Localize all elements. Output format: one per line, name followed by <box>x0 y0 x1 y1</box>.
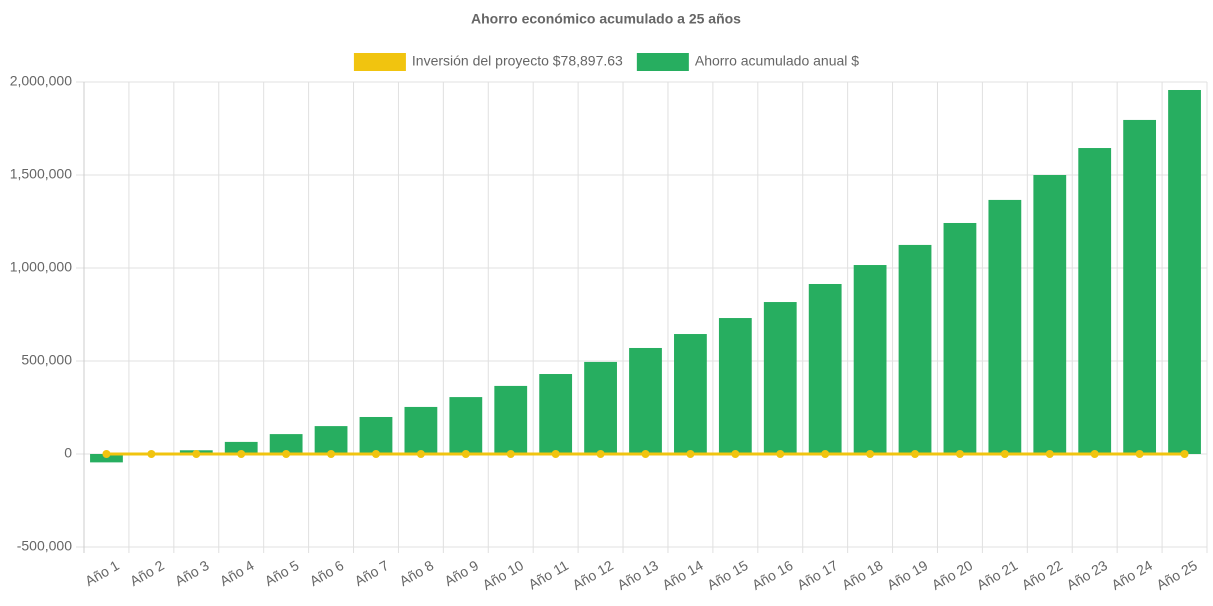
y-tick-label: -500,000 <box>17 538 72 554</box>
legend-label: Inversión del proyecto $78,897.63 <box>412 53 623 69</box>
point <box>955 450 964 458</box>
x-tick-label: Año 25 <box>1153 557 1200 593</box>
bar <box>404 406 438 454</box>
x-tick-label: Año 12 <box>570 557 617 593</box>
point <box>866 450 875 458</box>
point <box>416 450 425 458</box>
bar <box>539 374 573 454</box>
x-tick-label: Año 4 <box>217 557 257 589</box>
chart-title: Ahorro económico acumulado a 25 años <box>471 11 741 27</box>
point <box>371 450 380 458</box>
point <box>1000 450 1009 458</box>
x-tick-label: Año 9 <box>441 557 481 589</box>
point <box>1180 450 1189 458</box>
bar <box>1168 89 1201 455</box>
x-tick-label: Año 21 <box>974 557 1021 593</box>
point <box>821 450 830 458</box>
x-tick-label: Año 6 <box>307 557 347 589</box>
x-tick-label: Año 22 <box>1019 557 1066 593</box>
bar <box>269 434 303 454</box>
x-tick-label: Año 5 <box>262 557 302 589</box>
point <box>461 450 470 458</box>
point <box>237 450 246 458</box>
point <box>1045 450 1054 458</box>
x-tick-label: Año 8 <box>397 557 437 589</box>
point <box>282 450 291 458</box>
point <box>731 450 740 458</box>
bar <box>718 318 752 454</box>
x-tick-label: Año 17 <box>794 557 841 593</box>
x-tick-label: Año 14 <box>659 557 706 593</box>
point <box>1135 450 1144 458</box>
bar <box>449 397 483 454</box>
bar <box>359 416 393 454</box>
point <box>641 450 650 458</box>
x-tick-label: Año 16 <box>749 557 796 593</box>
bar <box>584 361 617 454</box>
x-tick-label: Año 2 <box>127 557 167 589</box>
bar <box>224 441 258 454</box>
point <box>911 450 920 458</box>
bar <box>808 283 842 454</box>
bar <box>988 199 1022 454</box>
point <box>192 450 201 458</box>
bar <box>1078 148 1112 454</box>
legend-swatch <box>353 53 406 71</box>
x-tick-label: Año 23 <box>1064 557 1111 593</box>
y-tick-label: 1,000,000 <box>10 259 72 275</box>
point <box>596 450 605 458</box>
x-tick-label: Año 18 <box>839 557 886 593</box>
x-tick-label: Año 10 <box>480 557 527 593</box>
point <box>1090 450 1099 458</box>
y-tick-label: 2,000,000 <box>10 73 72 89</box>
bar <box>629 347 662 454</box>
y-tick-label: 500,000 <box>21 352 72 368</box>
x-tick-label: Año 3 <box>172 557 212 589</box>
legend: Inversión del proyecto $78,897.63 Ahorro … <box>353 53 859 71</box>
x-tick-label: Año 24 <box>1109 557 1156 593</box>
legend-label: Ahorro acumulado anual $ <box>695 53 859 69</box>
bar <box>1123 119 1157 454</box>
point <box>686 450 695 458</box>
x-tick-label: Año 20 <box>929 557 976 593</box>
bar <box>853 265 887 454</box>
point <box>551 450 560 458</box>
bar <box>943 222 977 454</box>
x-tick-label: Año 7 <box>352 557 392 589</box>
x-tick-label: Año 15 <box>704 557 751 593</box>
x-tick-label: Año 1 <box>82 557 122 589</box>
bar <box>1033 175 1067 454</box>
x-tick-label: Año 19 <box>884 557 931 593</box>
y-tick-label: 0 <box>64 445 72 461</box>
bar <box>494 385 528 454</box>
bar <box>314 426 348 454</box>
point <box>506 450 515 458</box>
bar <box>763 302 797 454</box>
bar <box>90 454 123 463</box>
bar <box>898 244 932 454</box>
point <box>776 450 785 458</box>
bar <box>674 334 707 454</box>
y-tick-label: 1,500,000 <box>10 166 72 182</box>
point <box>327 450 336 458</box>
x-tick-label: Año 11 <box>525 557 571 593</box>
legend-swatch <box>636 53 689 71</box>
point <box>102 450 111 458</box>
point <box>147 450 156 458</box>
x-tick-label: Año 13 <box>614 557 661 593</box>
